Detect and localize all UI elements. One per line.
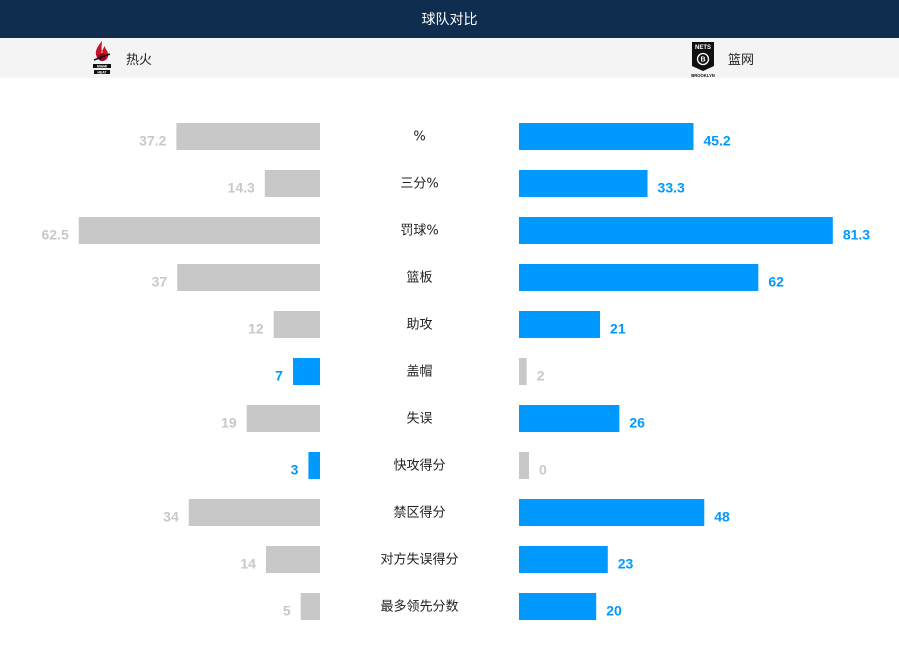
svg-text:B: B [700, 57, 705, 64]
home-team-name: 热火 [126, 52, 153, 68]
away-value-label-3: 62 [768, 274, 784, 290]
away-bar-9 [519, 546, 608, 573]
away-value-label-0: 45.2 [703, 133, 730, 149]
away-team[interactable]: NETS B BROOKLYN 篮网 [688, 38, 754, 78]
home-bar-8 [188, 499, 320, 526]
away-bar-1 [519, 170, 648, 197]
home-value-label-0: 37.2 [139, 133, 166, 149]
away-value-label-2: 81.3 [843, 227, 870, 243]
category-label-3: 篮板 [406, 271, 432, 286]
away-bar-8 [519, 499, 705, 526]
away-value-label-10: 20 [606, 603, 622, 619]
nets-logo-icon: NETS B BROOKLYN [691, 42, 715, 78]
category-label-0: % [413, 130, 425, 145]
home-value-label-10: 5 [283, 603, 291, 619]
away-value-label-6: 26 [629, 415, 645, 431]
home-value-label-5: 7 [275, 368, 283, 384]
away-value-label-8: 48 [714, 509, 730, 525]
home-value-label-2: 62.5 [42, 227, 69, 243]
home-value-label-7: 3 [291, 462, 299, 478]
home-bar-0 [176, 123, 320, 150]
away-bar-4 [519, 311, 601, 338]
away-bar-0 [519, 123, 694, 150]
category-label-2: 罚球% [400, 224, 438, 239]
heat-logo-text-top: MIAMI [97, 64, 107, 68]
away-bar-2 [519, 217, 833, 244]
away-bar-10 [519, 593, 597, 620]
category-label-1: 三分% [400, 177, 438, 192]
heat-logo-text-bottom: HEAT [98, 70, 108, 74]
away-value-label-4: 21 [610, 321, 626, 337]
page-header: 球队对比 [0, 0, 899, 38]
home-bar-3 [177, 264, 320, 291]
home-bar-9 [265, 546, 320, 573]
home-value-label-9: 14 [240, 556, 256, 572]
nets-logo-text-top: NETS [695, 45, 711, 51]
team-comparison-chart: 37.2 45.2% 14.3 33.3 三分% 62.5 81.3 罚球% 37 62 篮板 12 2… [0, 78, 899, 659]
home-bar-4 [273, 311, 320, 338]
home-bar-2 [78, 217, 320, 244]
away-value-label-7: 0 [539, 462, 547, 478]
team-bar: MIAMI HEAT 热火 NETS B BROOKLYN 篮网 [0, 38, 899, 78]
category-label-9: 对方失误得分 [380, 552, 458, 568]
home-bar-6 [246, 405, 320, 432]
category-label-5: 盖帽 [406, 364, 432, 380]
category-label-4: 助攻 [406, 318, 432, 333]
heat-logo-icon: MIAMI HEAT [93, 41, 111, 74]
home-bar-1 [264, 170, 320, 197]
away-bar-7 [519, 452, 529, 479]
category-label-7: 快攻得分 [393, 458, 445, 474]
category-label-6: 失误 [406, 412, 432, 427]
home-bar-5 [292, 358, 320, 385]
away-value-label-9: 23 [618, 556, 634, 572]
page-title: 球队对比 [421, 12, 478, 28]
category-label-8: 禁区得分 [393, 505, 445, 521]
away-team-name: 篮网 [728, 52, 755, 68]
home-bar-10 [300, 593, 320, 620]
home-value-label-6: 19 [221, 415, 237, 431]
away-bar-3 [519, 264, 759, 291]
category-label-10: 最多领先分数 [380, 599, 458, 615]
home-bar-7 [308, 452, 320, 479]
away-value-label-1: 33.3 [658, 180, 685, 196]
nets-logo-text-bottom: BROOKLYN [691, 73, 715, 78]
home-value-label-8: 34 [163, 509, 179, 525]
home-team[interactable]: MIAMI HEAT 热火 [88, 38, 152, 78]
home-value-label-1: 14.3 [228, 180, 255, 196]
away-bar-6 [519, 405, 620, 432]
away-value-label-5: 2 [537, 368, 545, 384]
away-bar-5 [519, 358, 527, 385]
home-value-label-4: 12 [248, 321, 264, 337]
home-value-label-3: 37 [152, 274, 168, 290]
